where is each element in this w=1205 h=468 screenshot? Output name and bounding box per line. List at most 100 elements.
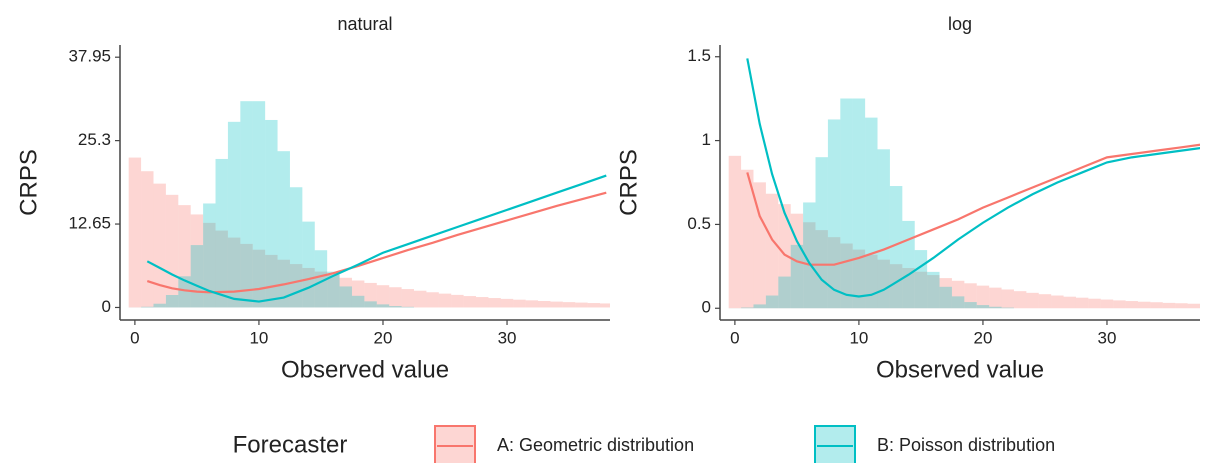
hist-bar <box>816 157 828 308</box>
hist-bar <box>753 304 765 308</box>
hist-bar <box>1188 304 1200 309</box>
hist-bar <box>451 295 463 308</box>
y-tick-label: 37.95 <box>68 47 111 66</box>
hist-bar <box>766 194 778 309</box>
hist-bar <box>915 250 927 308</box>
y-axis-label: CRPS <box>615 149 642 216</box>
hist-bar <box>1200 304 1205 308</box>
hist-bar <box>550 302 562 308</box>
x-tick-label: 0 <box>730 328 739 347</box>
hist-bar <box>1002 289 1014 308</box>
hist-bar <box>575 303 587 308</box>
hist-bar <box>840 98 852 308</box>
hist-bar <box>439 294 451 308</box>
hist-bar <box>902 221 914 308</box>
y-tick-label: 25.3 <box>78 130 111 149</box>
hist-bar <box>1138 302 1150 309</box>
hist-bar <box>476 297 488 307</box>
hist-bar <box>253 101 265 307</box>
hist-bar <box>240 101 252 307</box>
hist-bar <box>1113 300 1125 308</box>
hist-bar <box>964 302 976 308</box>
x-tick-label: 30 <box>498 328 517 347</box>
hist-bar <box>402 307 414 308</box>
hist-bar <box>989 288 1001 309</box>
hist-bar <box>377 285 389 307</box>
hist-bar <box>153 304 165 308</box>
hist-bar <box>265 120 277 307</box>
hist-bar <box>364 301 376 307</box>
y-tick-label: 0.5 <box>687 214 711 233</box>
panel-title: log <box>948 14 972 34</box>
hist-bar <box>141 307 153 308</box>
hist-bar <box>1088 299 1100 309</box>
hist-bar <box>766 296 778 309</box>
x-tick-label: 10 <box>849 328 868 347</box>
legend-key <box>435 426 475 463</box>
hist-bar <box>402 289 414 307</box>
hist-bar <box>538 301 550 307</box>
x-tick-label: 20 <box>973 328 992 347</box>
panel-title: natural <box>337 14 392 34</box>
hist-bar <box>464 296 476 307</box>
hist-bar <box>513 300 525 308</box>
hist-bar <box>352 296 364 308</box>
hist-bar <box>741 308 753 309</box>
hist-bar <box>563 302 575 307</box>
hist-bar <box>1076 298 1088 309</box>
hist-bar <box>377 304 389 307</box>
hist-bar <box>1175 303 1187 308</box>
legend-key <box>815 426 855 463</box>
y-tick-label: 1.5 <box>687 46 711 65</box>
hist-bar <box>600 303 612 307</box>
hist-bar <box>1064 297 1076 309</box>
hist-bar <box>191 245 203 307</box>
hist-bar <box>1026 293 1038 308</box>
hist-bar <box>166 295 178 307</box>
plot-area <box>129 101 613 307</box>
hist-bar <box>1039 294 1051 308</box>
x-tick-label: 30 <box>1098 328 1117 347</box>
hist-bar <box>1051 296 1063 309</box>
hist-bar <box>228 122 240 308</box>
x-axis-label: Observed value <box>876 356 1044 383</box>
plot-area <box>729 58 1205 308</box>
hist-bar <box>501 299 513 308</box>
hist-bar <box>588 303 600 307</box>
y-tick-label: 0 <box>702 298 711 317</box>
hist-bar <box>778 277 790 309</box>
hist-bar <box>389 306 401 307</box>
hist-bar <box>216 159 228 308</box>
hist-bar <box>865 118 877 309</box>
hist-bar <box>153 184 165 308</box>
hist-bar <box>878 149 890 308</box>
x-tick-label: 0 <box>130 328 139 347</box>
hist-bar <box>414 291 426 308</box>
hist-bar <box>389 287 401 307</box>
hist-bar <box>977 305 989 308</box>
hist-bar <box>302 222 314 308</box>
hist-bar <box>1126 301 1138 308</box>
legend-title: Forecaster <box>233 431 348 458</box>
hist-bar <box>927 272 939 308</box>
hist-bar <box>1101 300 1113 309</box>
hist-bar <box>989 307 1001 309</box>
hist-bar <box>1014 291 1026 308</box>
hist-bar <box>828 119 840 308</box>
y-tick-label: 12.65 <box>68 214 111 233</box>
hist-bar <box>1150 302 1162 308</box>
x-tick-label: 20 <box>374 328 393 347</box>
hist-bar <box>526 300 538 307</box>
hist-bar <box>426 292 438 307</box>
x-axis-label: Observed value <box>281 356 449 383</box>
hist-bar <box>129 158 141 308</box>
hist-bar <box>940 287 952 308</box>
hist-bar <box>729 156 741 308</box>
hist-bar <box>853 98 865 308</box>
legend-label: A: Geometric distribution <box>497 435 694 455</box>
y-axis-label: CRPS <box>15 149 42 216</box>
legend-label: B: Poisson distribution <box>877 435 1055 455</box>
hist-bar <box>290 187 302 307</box>
hist-bar <box>141 171 153 307</box>
